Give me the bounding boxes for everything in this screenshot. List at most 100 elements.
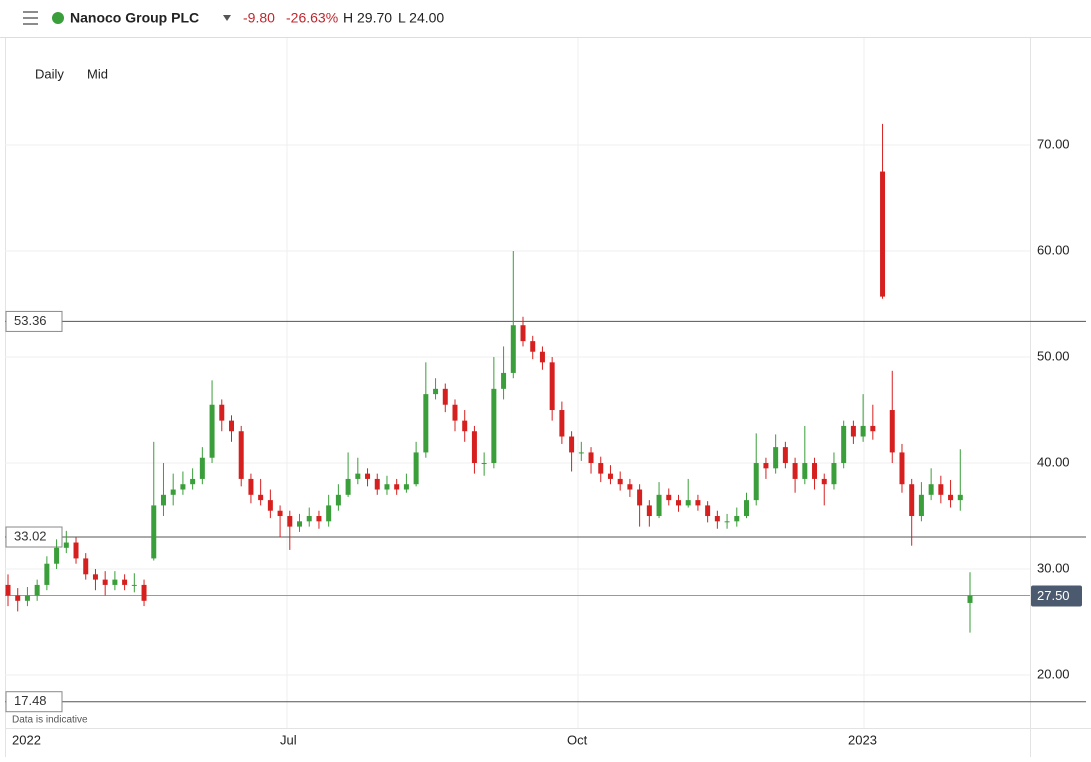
candle-body bbox=[753, 463, 759, 501]
dropdown-caret[interactable] bbox=[223, 15, 231, 21]
candle-body bbox=[870, 425, 876, 432]
candle-body bbox=[617, 478, 623, 485]
price-line-label-box bbox=[5, 691, 63, 713]
candle-body bbox=[413, 452, 419, 485]
last-price-label: 27.50 bbox=[1037, 588, 1070, 603]
price-change-pct: -26.63% bbox=[286, 10, 338, 26]
day-low: L 24.00 bbox=[398, 10, 444, 26]
candle-body bbox=[744, 500, 750, 517]
candle-body bbox=[258, 494, 264, 501]
candle-body bbox=[782, 447, 788, 464]
candle-body bbox=[170, 489, 176, 495]
candle-body bbox=[355, 473, 361, 479]
candle-body bbox=[34, 584, 40, 596]
instrument-name[interactable]: Nanoco Group PLC bbox=[70, 10, 199, 26]
x-tick-label: Oct bbox=[567, 732, 588, 747]
candle-body bbox=[724, 521, 730, 523]
candle-body bbox=[637, 489, 643, 506]
candle-body bbox=[705, 505, 711, 517]
header-bar bbox=[0, 0, 1091, 37]
candle-body bbox=[899, 452, 905, 485]
candle-body bbox=[345, 478, 351, 495]
candle-body bbox=[607, 473, 613, 479]
candle-body bbox=[821, 478, 827, 485]
candle-body bbox=[967, 595, 973, 603]
candle-body bbox=[501, 372, 507, 389]
y-tick-label: 40.00 bbox=[1037, 454, 1070, 469]
candle-body bbox=[83, 558, 89, 575]
x-tick-label: 2023 bbox=[848, 732, 877, 747]
candle-body bbox=[471, 431, 477, 464]
candle-body bbox=[948, 494, 954, 501]
y-tick-label: 20.00 bbox=[1037, 666, 1070, 681]
status-dot bbox=[52, 12, 64, 24]
candle-body bbox=[238, 431, 244, 479]
candle-body bbox=[918, 494, 924, 517]
candle-body bbox=[73, 542, 79, 559]
candle-body bbox=[860, 425, 866, 437]
price-line-label: 17.48 bbox=[14, 693, 47, 708]
candle-body bbox=[462, 420, 468, 432]
candle-body bbox=[675, 500, 681, 506]
candle-body bbox=[598, 463, 604, 474]
candle-body bbox=[92, 574, 98, 580]
candle-body bbox=[122, 579, 128, 585]
candle-body bbox=[588, 452, 594, 464]
price-type-button[interactable]: Mid bbox=[87, 66, 108, 81]
day-high: H 29.70 bbox=[343, 10, 392, 26]
candle-body bbox=[666, 494, 672, 501]
candle-body bbox=[54, 547, 60, 564]
candle-body bbox=[277, 510, 283, 517]
candle-body bbox=[802, 463, 808, 479]
candle-body bbox=[248, 478, 254, 495]
candle-body bbox=[850, 425, 856, 437]
candle-body bbox=[578, 452, 584, 454]
interval-button[interactable]: Daily bbox=[35, 66, 64, 81]
candle-body bbox=[491, 388, 497, 464]
price-line-label: 33.02 bbox=[14, 528, 47, 543]
candle-body bbox=[938, 484, 944, 495]
candle-body bbox=[287, 516, 293, 527]
candle-body bbox=[112, 579, 118, 585]
candle-body bbox=[141, 584, 147, 601]
candle-body bbox=[909, 484, 915, 517]
candle-body bbox=[199, 457, 205, 479]
candle-body bbox=[433, 388, 439, 395]
candle-body bbox=[44, 563, 50, 585]
candle-body bbox=[442, 388, 448, 405]
candle-body bbox=[656, 494, 662, 517]
y-tick-label: 30.00 bbox=[1037, 560, 1070, 575]
candle-body bbox=[559, 410, 565, 437]
candle-body bbox=[5, 584, 11, 596]
candle-body bbox=[160, 494, 166, 506]
candle-body bbox=[831, 463, 837, 485]
candle-body bbox=[24, 595, 30, 601]
candle-body bbox=[841, 425, 847, 464]
candle-body bbox=[365, 473, 371, 479]
candle-body bbox=[102, 579, 108, 585]
price-line-label: 53.36 bbox=[14, 313, 47, 328]
candle-body bbox=[297, 521, 303, 527]
candle-body bbox=[549, 362, 555, 411]
y-tick-label: 70.00 bbox=[1037, 136, 1070, 151]
candle-body bbox=[423, 394, 429, 453]
candle-body bbox=[452, 404, 458, 421]
candle-body bbox=[63, 542, 69, 548]
candle-body bbox=[209, 404, 215, 458]
candle-body bbox=[316, 516, 322, 522]
candle-body bbox=[928, 484, 934, 495]
candle-body bbox=[685, 500, 691, 506]
price-line-label-box bbox=[5, 526, 63, 548]
x-tick-label: Jul bbox=[280, 732, 297, 747]
candle-body bbox=[151, 505, 157, 559]
candle-body bbox=[403, 484, 409, 490]
candle-body bbox=[481, 463, 487, 465]
candle-body bbox=[335, 494, 341, 506]
candle-body bbox=[695, 500, 701, 506]
x-tick-label: 2022 bbox=[12, 732, 41, 747]
menu-icon[interactable] bbox=[23, 11, 38, 25]
candle-body bbox=[326, 505, 332, 522]
candle-body bbox=[539, 351, 545, 363]
candle-body bbox=[267, 500, 273, 511]
